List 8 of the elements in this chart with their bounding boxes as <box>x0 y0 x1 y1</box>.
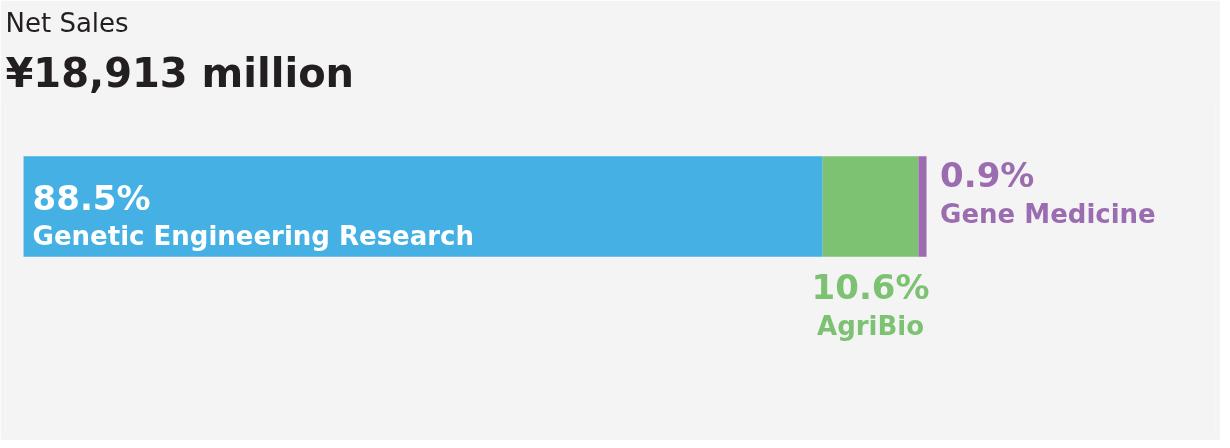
data-label: 0.9% <box>940 155 1035 196</box>
chart-subtitle: ¥18,913 million <box>5 49 355 96</box>
data-label: 10.6% <box>811 267 930 308</box>
data-label: 88.5% <box>32 177 151 218</box>
series-label: Genetic Engineering Research <box>32 221 475 252</box>
text: AgriBio <box>817 310 925 341</box>
chart-title: Net Sales <box>5 7 129 38</box>
series-label: Gene Medicine <box>940 198 1156 229</box>
